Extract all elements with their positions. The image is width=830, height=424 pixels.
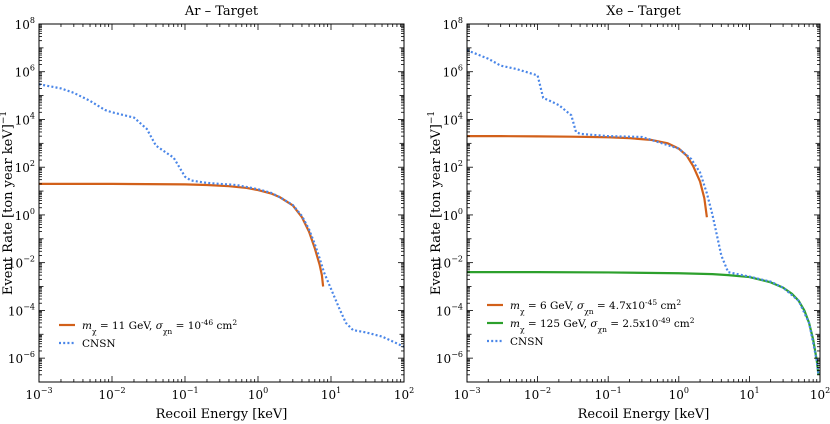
x-axis-label: Recoil Energy [keV] xyxy=(156,407,288,422)
y-tick-label: 104 xyxy=(15,111,35,127)
x-tick-label: 102 xyxy=(394,386,414,402)
x-tick-label: 10−2 xyxy=(524,386,551,402)
legend-label: CNSN xyxy=(510,336,544,348)
series-line-2 xyxy=(39,83,404,348)
plot-frame xyxy=(466,23,821,383)
y-tick-label: 108 xyxy=(15,16,35,32)
y-axis-label: Event Rate [ton year keV]−1 xyxy=(0,111,16,295)
x-tick-label: 10−2 xyxy=(98,386,125,402)
chart-title: Ar – Target xyxy=(184,4,259,19)
x-tick-label: 100 xyxy=(248,386,268,402)
x-tick-label: 10−3 xyxy=(453,386,480,402)
y-tick-label: 102 xyxy=(15,159,35,175)
y-tick-label: 10−2 xyxy=(8,255,35,271)
y-tick-label: 100 xyxy=(443,207,463,223)
series-line-1 xyxy=(39,182,325,287)
y-tick-label: 10−4 xyxy=(436,302,463,318)
chart-panel-2: 10−3 10−2 10−1 100 101 102 10−6 10−4 10−2 100 102 1… xyxy=(427,4,830,422)
x-tick-label: 10−1 xyxy=(595,386,622,402)
series-line-1 xyxy=(467,135,708,218)
legend-label: mχ = 125 GeV, σχn = 2.5x10-49 cm2 xyxy=(510,316,695,334)
y-tick-label: 10−2 xyxy=(436,255,463,271)
legend: mχ = 11 GeV, σχn = 10-46 cm2 CNSN xyxy=(59,318,237,350)
tick-marks xyxy=(38,23,405,383)
x-tick-label: 101 xyxy=(321,386,341,402)
x-axis-label: Recoil Energy [keV] xyxy=(578,407,710,422)
x-tick-label: 100 xyxy=(669,386,689,402)
x-tick-label: 101 xyxy=(739,386,759,402)
x-tick-label: 102 xyxy=(810,386,830,402)
tick-marks xyxy=(466,23,821,383)
y-tick-label: 100 xyxy=(15,207,35,223)
y-tick-label: 10−6 xyxy=(436,350,463,366)
y-tick-label: 102 xyxy=(443,159,463,175)
x-tick-label: 10−3 xyxy=(25,386,52,402)
y-tick-label: 104 xyxy=(443,111,463,127)
y-tick-label: 106 xyxy=(15,64,35,80)
plot-frame xyxy=(38,23,405,383)
legend-label: mχ = 11 GeV, σχn = 10-46 cm2 xyxy=(82,318,237,336)
chart-panel-1: 10−3 10−2 10−1 100 101 102 10−6 10−4 10−2 100 102 1… xyxy=(0,4,414,422)
y-tick-label: 10−6 xyxy=(8,350,35,366)
y-tick-label: 106 xyxy=(443,64,463,80)
legend-label: mχ = 6 GeV, σχn = 4.7x10-45 cm2 xyxy=(510,298,681,316)
x-tick-label: 10−1 xyxy=(171,386,198,402)
chart-title: Xe – Target xyxy=(606,4,681,19)
y-tick-label: 108 xyxy=(443,16,463,32)
y-tick-label: 10−4 xyxy=(8,302,35,318)
y-axis-label: Event Rate [ton year keV]−1 xyxy=(427,111,444,295)
legend-label: CNSN xyxy=(82,338,116,350)
